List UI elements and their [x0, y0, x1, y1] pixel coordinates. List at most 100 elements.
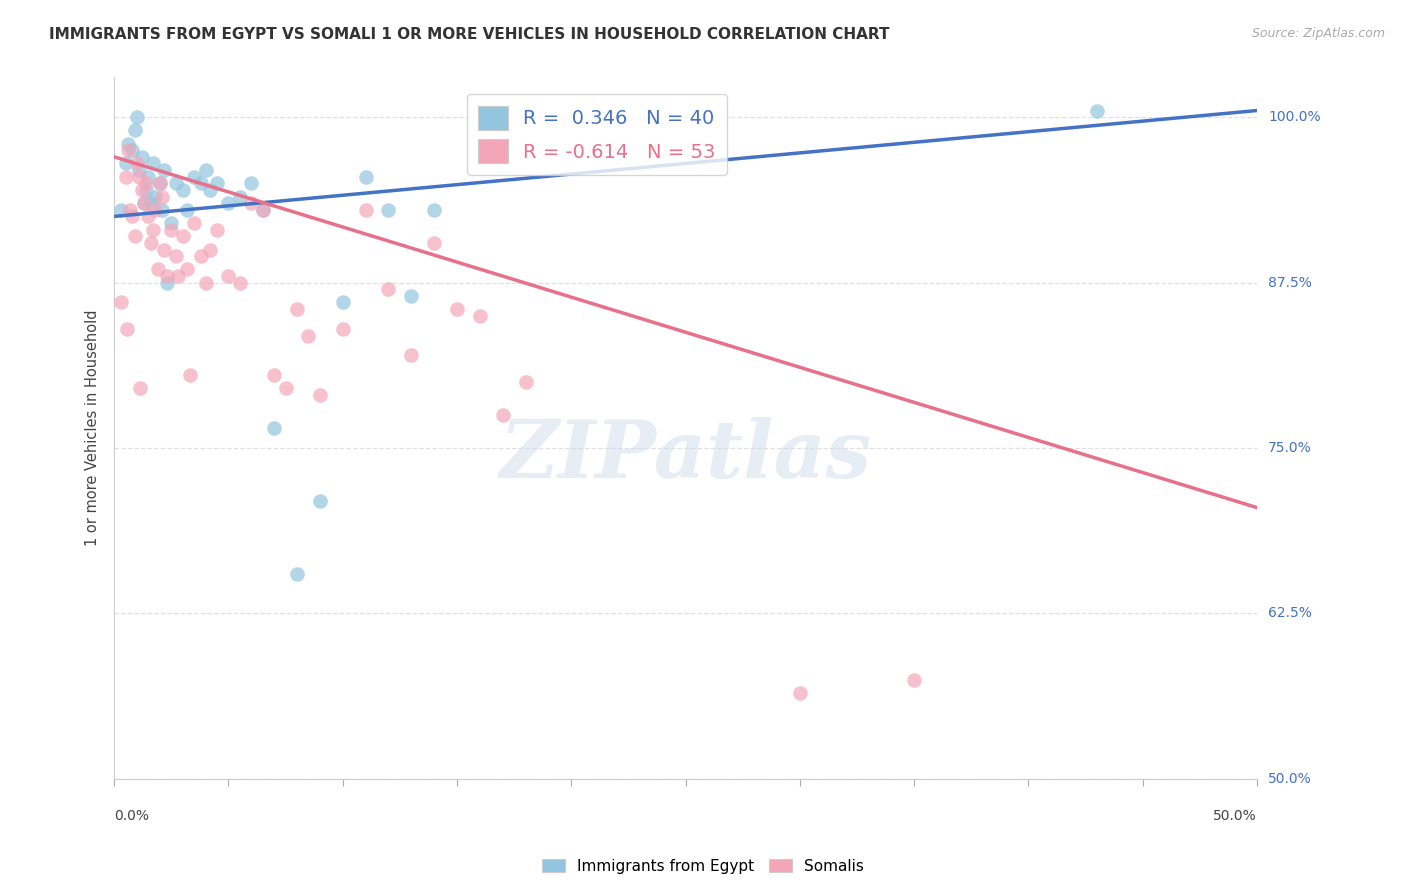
Point — [150, 189, 173, 203]
Point — [160, 216, 183, 230]
Point — [176, 202, 198, 217]
Text: ZIPatlas: ZIPatlas — [499, 417, 872, 495]
Point — [160, 222, 183, 236]
Point — [240, 196, 263, 211]
Point — [446, 301, 468, 316]
Point — [172, 229, 194, 244]
Point — [789, 686, 811, 700]
Point — [110, 295, 132, 310]
Point — [183, 216, 205, 230]
Point — [153, 243, 176, 257]
Point — [205, 222, 228, 236]
Point — [121, 143, 143, 157]
Point — [190, 249, 212, 263]
Point — [377, 282, 399, 296]
Text: IMMIGRANTS FROM EGYPT VS SOMALI 1 OR MORE VEHICLES IN HOUSEHOLD CORRELATION CHAR: IMMIGRANTS FROM EGYPT VS SOMALI 1 OR MOR… — [49, 27, 890, 42]
Point — [252, 202, 274, 217]
Point — [297, 328, 319, 343]
Point — [190, 177, 212, 191]
Point — [263, 368, 285, 383]
Point — [515, 375, 537, 389]
Point — [274, 382, 297, 396]
Text: 87.5%: 87.5% — [1268, 276, 1312, 290]
Point — [110, 202, 132, 217]
Point — [124, 229, 146, 244]
Point — [114, 169, 136, 184]
Point — [128, 169, 150, 184]
Y-axis label: 1 or more Vehicles in Household: 1 or more Vehicles in Household — [86, 310, 100, 547]
Point — [229, 189, 252, 203]
Point — [1085, 103, 1108, 118]
Point — [128, 163, 150, 178]
Point — [143, 202, 166, 217]
Point — [149, 177, 172, 191]
Point — [146, 262, 169, 277]
Text: Source: ZipAtlas.com: Source: ZipAtlas.com — [1251, 27, 1385, 40]
Legend: R =  0.346   N = 40, R = -0.614   N = 53: R = 0.346 N = 40, R = -0.614 N = 53 — [467, 95, 727, 175]
Point — [423, 202, 446, 217]
Point — [121, 210, 143, 224]
Point — [165, 249, 187, 263]
Point — [135, 177, 157, 191]
Point — [139, 196, 162, 211]
Point — [354, 169, 377, 184]
Point — [129, 382, 152, 396]
Point — [132, 196, 155, 211]
Point — [139, 235, 162, 250]
Point — [132, 196, 155, 211]
Point — [117, 143, 139, 157]
Point — [149, 177, 172, 191]
Point — [194, 163, 217, 178]
Point — [309, 494, 332, 508]
Point — [468, 309, 491, 323]
Point — [354, 202, 377, 217]
Point — [309, 388, 332, 402]
Point — [143, 189, 166, 203]
Point — [153, 163, 176, 178]
Point — [176, 262, 198, 277]
Point — [903, 673, 925, 687]
Point — [172, 183, 194, 197]
Point — [131, 150, 153, 164]
Point — [183, 169, 205, 184]
Point — [205, 177, 228, 191]
Point — [150, 202, 173, 217]
Point — [198, 243, 221, 257]
Point — [142, 156, 165, 170]
Point — [423, 235, 446, 250]
Point — [198, 183, 221, 197]
Point — [167, 268, 190, 283]
Point — [332, 322, 354, 336]
Point — [131, 183, 153, 197]
Text: 100.0%: 100.0% — [1268, 110, 1320, 124]
Point — [165, 177, 187, 191]
Point — [117, 136, 139, 151]
Point — [138, 210, 160, 224]
Point — [285, 566, 308, 581]
Point — [217, 196, 239, 211]
Point — [194, 276, 217, 290]
Point — [285, 301, 308, 316]
Point — [240, 177, 263, 191]
Point — [138, 169, 160, 184]
Point — [115, 322, 138, 336]
Point — [125, 110, 148, 124]
Point — [377, 202, 399, 217]
Point — [179, 368, 201, 383]
Point — [135, 183, 157, 197]
Point — [120, 202, 142, 217]
Point — [217, 268, 239, 283]
Point — [124, 123, 146, 137]
Text: 75.0%: 75.0% — [1268, 441, 1312, 455]
Point — [142, 222, 165, 236]
Text: 50.0%: 50.0% — [1213, 809, 1257, 823]
Legend: Immigrants from Egypt, Somalis: Immigrants from Egypt, Somalis — [536, 853, 870, 880]
Point — [229, 276, 252, 290]
Text: 62.5%: 62.5% — [1268, 607, 1312, 621]
Text: 50.0%: 50.0% — [1268, 772, 1312, 786]
Point — [114, 156, 136, 170]
Point — [156, 268, 179, 283]
Point — [401, 348, 423, 362]
Point — [332, 295, 354, 310]
Point — [156, 276, 179, 290]
